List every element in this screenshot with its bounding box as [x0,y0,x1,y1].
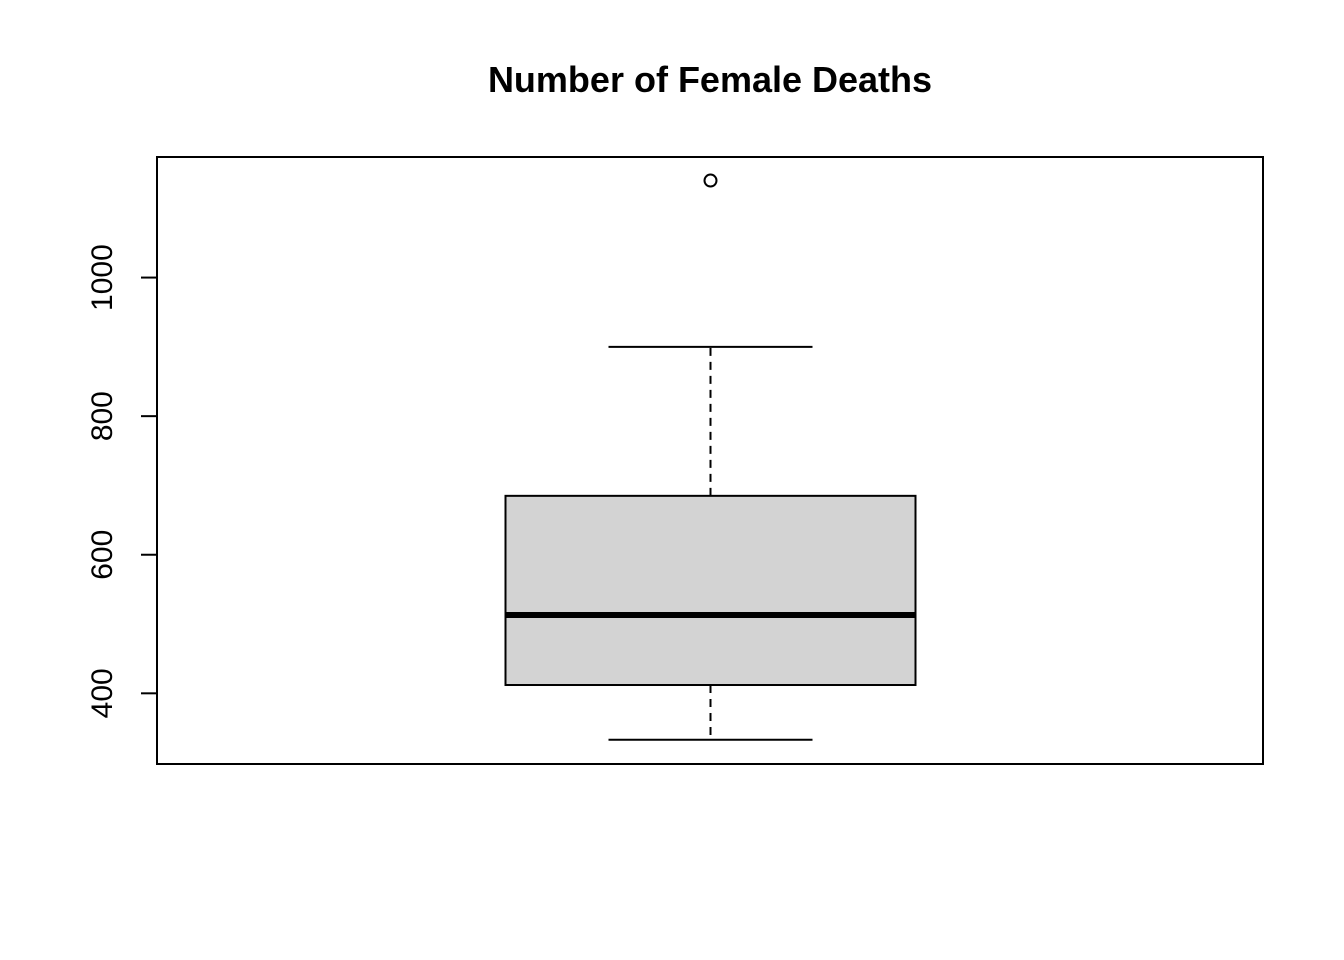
y-tick-label: 400 [86,668,119,718]
outlier-point [703,173,718,188]
box-group [504,173,917,741]
chart-title: Number of Female Deaths [488,59,932,100]
iqr-box [504,494,917,687]
y-tick-label: 1000 [86,244,119,311]
y-tick-label: 800 [86,391,119,441]
y-tick-label: 600 [86,530,119,580]
y-axis: 400 600 800 1000 [86,244,158,718]
